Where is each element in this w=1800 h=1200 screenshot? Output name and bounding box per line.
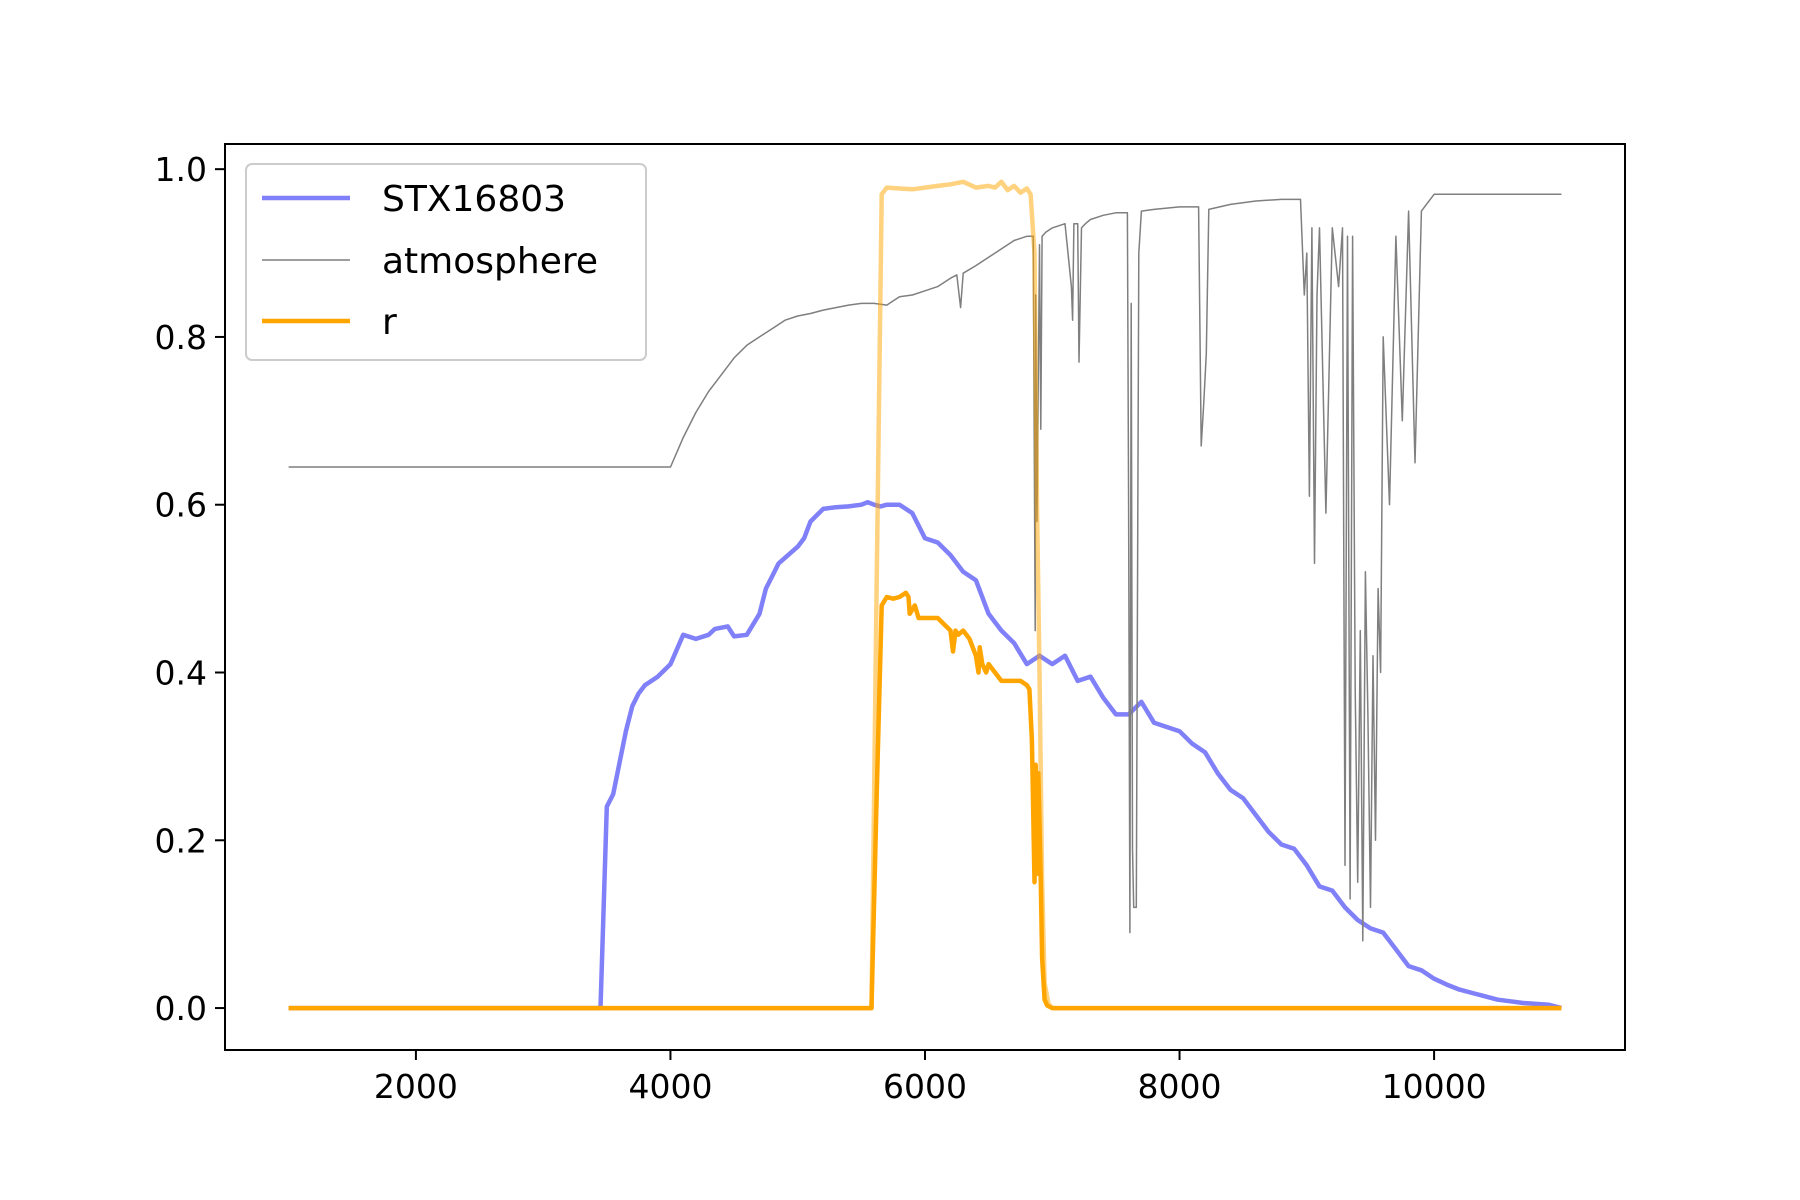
y-axis: 0.0 0.2 0.4 0.6 0.8 1.0	[155, 150, 225, 1028]
y-tick-label: 0.0	[155, 989, 207, 1028]
x-tick-label: 6000	[883, 1067, 967, 1106]
x-axis: 2000 4000 6000 8000 10000	[374, 1050, 1487, 1106]
y-tick-label: 0.8	[155, 318, 207, 357]
series-r-faded-line	[288, 179, 1562, 1011]
legend: STX16803 atmosphere r	[245, 163, 647, 361]
y-tick-label: 0.2	[155, 821, 207, 860]
y-tick-label: 1.0	[155, 150, 207, 189]
series-atmosphere-line	[288, 193, 1562, 942]
series-layer	[288, 179, 1562, 1011]
x-tick-label: 10000	[1382, 1067, 1487, 1106]
x-tick-label: 8000	[1138, 1067, 1222, 1106]
y-tick-label: 0.6	[155, 486, 207, 525]
y-tick-label: 0.4	[155, 654, 207, 693]
x-tick-label: 4000	[628, 1067, 712, 1106]
series-stx16803-line	[288, 499, 1562, 1011]
legend-label-r: r	[382, 302, 397, 343]
legend-box	[245, 163, 647, 361]
legend-label-atmosphere: atmosphere	[382, 241, 598, 282]
legend-label-stx16803: STX16803	[382, 179, 566, 220]
series-r-line	[288, 590, 1562, 1011]
x-tick-label: 2000	[374, 1067, 458, 1106]
